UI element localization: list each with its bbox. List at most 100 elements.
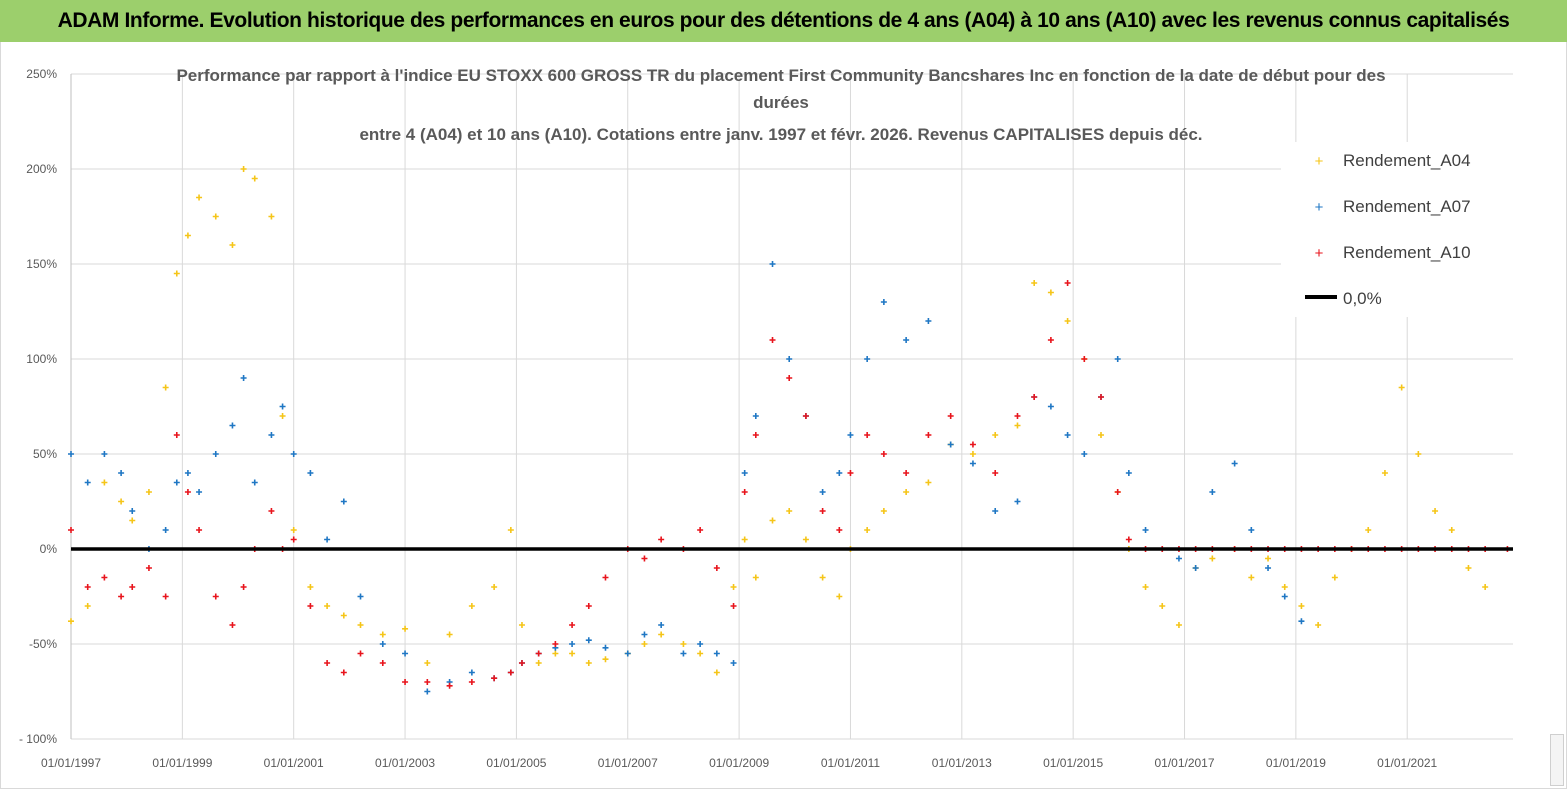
data-point (1248, 527, 1255, 533)
data-point (379, 660, 386, 666)
data-point (819, 489, 826, 495)
performance-scatter-chart: 250% 200% 150% 100% 50% 0% -50% - 100% 01/01/19… (19, 66, 1513, 770)
data-point (1098, 394, 1104, 400)
data-point (925, 479, 932, 486)
data-point (1365, 527, 1372, 533)
data-point (602, 644, 609, 651)
x-tick-label: 01/01/2021 (1377, 756, 1437, 770)
scroll-handle[interactable] (1550, 734, 1564, 786)
data-point (1265, 555, 1272, 562)
data-point (424, 660, 431, 666)
data-point (1465, 565, 1472, 571)
data-point (162, 384, 169, 391)
data-point (1231, 460, 1238, 467)
data-point (1159, 603, 1166, 609)
data-point (1014, 498, 1021, 505)
data-point (969, 460, 976, 467)
data-point (1142, 584, 1149, 590)
data-point (290, 451, 297, 457)
data-point (569, 650, 576, 657)
x-tick-label: 01/01/2015 (1043, 756, 1103, 770)
data-point (903, 470, 910, 476)
data-point (196, 489, 203, 495)
data-point (324, 660, 331, 666)
data-point (129, 508, 136, 514)
data-point (836, 527, 843, 533)
legend-label-a07: Rendement_A07 (1343, 197, 1471, 216)
data-point (786, 375, 793, 381)
data-point (290, 527, 297, 533)
data-point (307, 470, 314, 476)
data-point (1031, 280, 1038, 286)
data-point (184, 470, 191, 476)
data-point (713, 669, 720, 676)
data-point (741, 489, 748, 495)
data-point (730, 584, 737, 590)
data-point (880, 508, 887, 514)
data-point (84, 479, 91, 486)
data-point (229, 622, 236, 628)
data-point (1098, 432, 1104, 438)
data-point (947, 441, 954, 448)
data-point (1265, 565, 1272, 571)
data-point (1209, 555, 1216, 562)
data-point (1298, 618, 1305, 625)
legend-marker-a10: + (1315, 245, 1324, 262)
data-point (162, 527, 169, 533)
data-point (585, 603, 592, 609)
data-point (552, 641, 559, 647)
data-point (379, 641, 386, 647)
y-tick-label: 250% (26, 67, 57, 81)
data-point (68, 618, 74, 625)
x-tick-label: 01/01/2011 (821, 756, 880, 770)
data-point (752, 413, 759, 419)
data-point (730, 603, 737, 609)
data-point (307, 603, 314, 609)
data-point (1031, 394, 1038, 400)
x-tick-label: 01/01/2017 (1154, 756, 1214, 770)
y-tick-label: 50% (33, 447, 57, 461)
data-point (268, 432, 275, 438)
data-point (752, 574, 759, 581)
data-point (196, 527, 203, 533)
data-point (251, 175, 258, 182)
x-tick-label: 01/01/2019 (1266, 756, 1326, 770)
legend-item-a10: + Rendement_A10 (1315, 243, 1471, 262)
data-point (569, 641, 576, 647)
data-point (173, 432, 180, 438)
legend-item-a07: + Rendement_A07 (1315, 197, 1471, 216)
data-point (802, 536, 809, 543)
data-point (324, 536, 331, 543)
data-point (240, 166, 247, 172)
data-point (1081, 451, 1088, 457)
data-point (1064, 280, 1071, 286)
data-point (641, 641, 648, 647)
data-point (184, 489, 191, 495)
data-point (1248, 574, 1255, 581)
data-point (424, 688, 431, 695)
data-point (279, 403, 286, 410)
data-point (836, 593, 843, 600)
data-point (535, 660, 542, 666)
data-point (212, 213, 219, 220)
data-point (697, 527, 704, 533)
chart-title-line-1: Performance par rapport à l'indice EU ST… (176, 66, 1385, 85)
data-point (1281, 584, 1288, 590)
data-point (468, 669, 475, 676)
data-point (680, 650, 687, 657)
data-point (357, 622, 364, 628)
data-point (1047, 289, 1054, 296)
data-point (307, 584, 314, 590)
data-point (357, 650, 364, 657)
data-point (145, 489, 152, 495)
data-point (1047, 403, 1054, 410)
data-point (162, 593, 169, 600)
data-point (173, 270, 180, 277)
data-point (1142, 527, 1149, 533)
data-point (173, 479, 180, 486)
data-point (340, 612, 347, 619)
legend-label-a10: Rendement_A10 (1343, 243, 1471, 262)
data-point (585, 637, 592, 644)
data-point (212, 451, 219, 457)
data-point (268, 213, 275, 220)
